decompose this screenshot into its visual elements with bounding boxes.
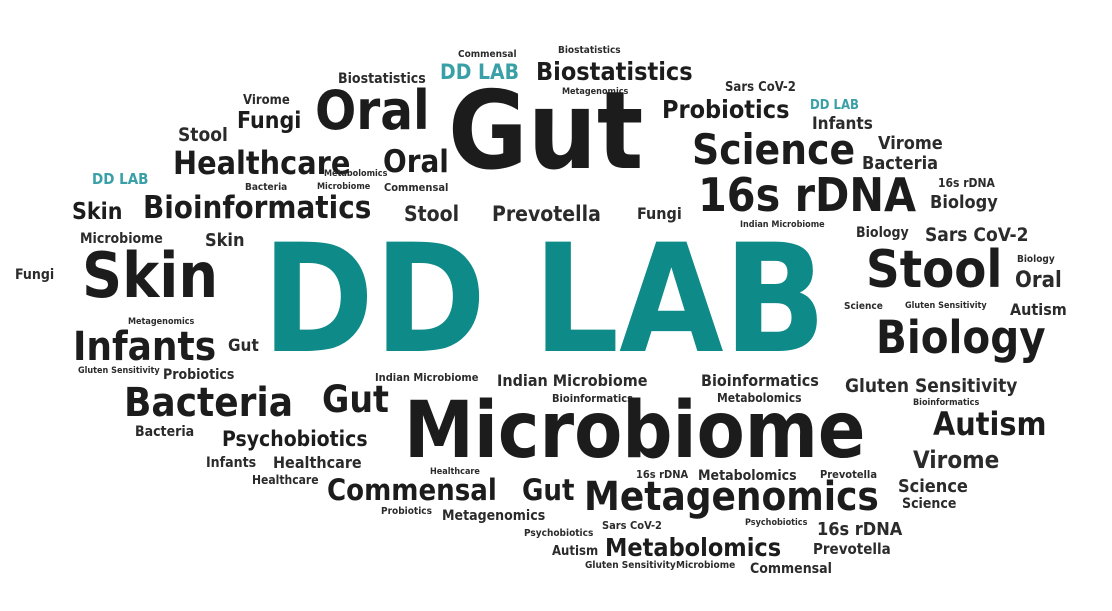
word-indian-microbiome: Indian Microbiome — [375, 371, 479, 384]
word-biostatistics: Biostatistics — [558, 45, 621, 56]
word-biology: Biology — [1017, 254, 1055, 265]
word-metabolomics: Metabolomics — [324, 169, 388, 179]
word-biostatistics: Biostatistics — [338, 71, 426, 87]
word-gut: Gut — [522, 473, 575, 507]
word-bacteria: Bacteria — [135, 424, 195, 440]
word-infants: Infants — [73, 324, 217, 370]
word-probiotics: Probiotics — [163, 367, 235, 383]
word-fungi: Fungi — [237, 108, 302, 134]
word-dd-lab: DD LAB — [92, 170, 149, 188]
word-sars-cov-2: Sars CoV-2 — [725, 80, 796, 95]
word-autism: Autism — [1010, 300, 1067, 319]
word-healthcare: Healthcare — [273, 453, 362, 472]
word-science: Science — [844, 301, 883, 312]
word-microbiome: Microbiome — [404, 386, 866, 476]
word-gut: Gut — [448, 69, 644, 194]
word-psychobiotics: Psychobiotics — [222, 427, 368, 451]
word-stool: Stool — [866, 240, 1003, 300]
word-indian-microbiome: Indian Microbiome — [740, 220, 825, 230]
word-fungi: Fungi — [637, 204, 682, 223]
word-microbiome: Microbiome — [317, 182, 371, 192]
word-biology: Biology — [856, 225, 909, 241]
word-16s-rdna: 16s rDNA — [698, 168, 917, 222]
word-biology: Biology — [876, 311, 1046, 364]
word-skin: Skin — [82, 239, 219, 312]
word-dd-lab-main: DD LAB — [262, 213, 827, 387]
word-16s-rdna: 16s rDNA — [817, 519, 903, 540]
word-oral: Oral — [383, 144, 449, 180]
word-commensal: Commensal — [384, 181, 449, 194]
word-bioinformatics: Bioinformatics — [143, 190, 372, 226]
word-prevotella: Prevotella — [813, 540, 891, 558]
word-dd-lab: DD LAB — [440, 60, 520, 84]
word-virome: Virome — [243, 93, 290, 108]
word-probiotics: Probiotics — [662, 95, 790, 124]
word-metabolomics: Metabolomics — [717, 391, 802, 405]
word-psychobiotics: Psychobiotics — [745, 518, 808, 528]
word-bioinformatics: Bioinformatics — [701, 371, 819, 390]
word-gluten-sensitivity: Gluten Sensitivity — [78, 366, 160, 376]
word-indian-microbiome: Indian Microbiome — [497, 371, 648, 390]
word-metagenomics: Metagenomics — [442, 508, 546, 524]
word-metabolomics: Metabolomics — [605, 533, 782, 562]
word-bacteria: Bacteria — [862, 153, 939, 174]
word-skin: Skin — [205, 230, 245, 251]
word-virome: Virome — [878, 133, 943, 154]
word-bacteria: Bacteria — [124, 380, 294, 426]
word-gluten-sensitivity: Gluten Sensitivity — [585, 560, 676, 571]
word-bioinformatics: Bioinformatics — [913, 398, 980, 408]
word-metagenomics: Metagenomics — [584, 474, 879, 520]
word-gluten-sensitivity: Gluten Sensitivity — [905, 301, 987, 311]
word-healthcare: Healthcare — [173, 144, 351, 182]
word-gut: Gut — [322, 378, 389, 421]
word-microbiome: Microbiome — [80, 231, 163, 247]
word-commensal: Commensal — [750, 561, 832, 577]
word-healthcare: Healthcare — [430, 467, 480, 477]
word-science: Science — [692, 125, 856, 174]
word-microbiome: Microbiome — [676, 560, 736, 571]
word-stool: Stool — [404, 202, 460, 226]
word-16s-rdna: 16s rDNA — [938, 176, 995, 190]
word-oral: Oral — [1015, 268, 1062, 293]
word-metabolomics: Metabolomics — [698, 468, 797, 484]
word-biology: Biology — [930, 192, 998, 213]
word-commensal: Commensal — [327, 473, 497, 507]
word-virome: Virome — [913, 446, 1000, 474]
word-science: Science — [902, 496, 957, 512]
word-autism: Autism — [552, 544, 599, 559]
word-16s-rdna: 16s rDNA — [636, 468, 689, 481]
word-probiotics: Probiotics — [381, 506, 432, 517]
word-metagenomics: Metagenomics — [128, 317, 195, 327]
word-dd-lab: DD LAB — [810, 98, 859, 113]
word-bacteria: Bacteria — [245, 182, 288, 193]
word-gluten-sensitivity: Gluten Sensitivity — [845, 375, 1018, 397]
word-sars-cov-2: Sars CoV-2 — [925, 224, 1029, 246]
word-infants: Infants — [812, 114, 873, 134]
word-science: Science — [898, 476, 968, 497]
word-healthcare: Healthcare — [252, 473, 319, 487]
word-sars-cov-2: Sars CoV-2 — [602, 519, 662, 532]
word-stool: Stool — [178, 124, 228, 146]
word-fungi: Fungi — [15, 267, 55, 283]
word-commensal: Commensal — [458, 49, 517, 60]
word-bioinformatics: Bioinformatics — [552, 392, 634, 405]
word-psychobiotics: Psychobiotics — [524, 528, 594, 539]
word-prevotella: Prevotella — [492, 202, 601, 226]
word-autism: Autism — [933, 405, 1047, 443]
word-biostatistics: Biostatistics — [536, 57, 693, 86]
word-metagenomics: Metagenomics — [562, 87, 629, 97]
word-prevotella: Prevotella — [820, 468, 877, 481]
word-infants: Infants — [206, 455, 257, 471]
word-gut: Gut — [228, 336, 259, 356]
word-skin: Skin — [72, 199, 123, 225]
word-oral: Oral — [315, 79, 430, 142]
